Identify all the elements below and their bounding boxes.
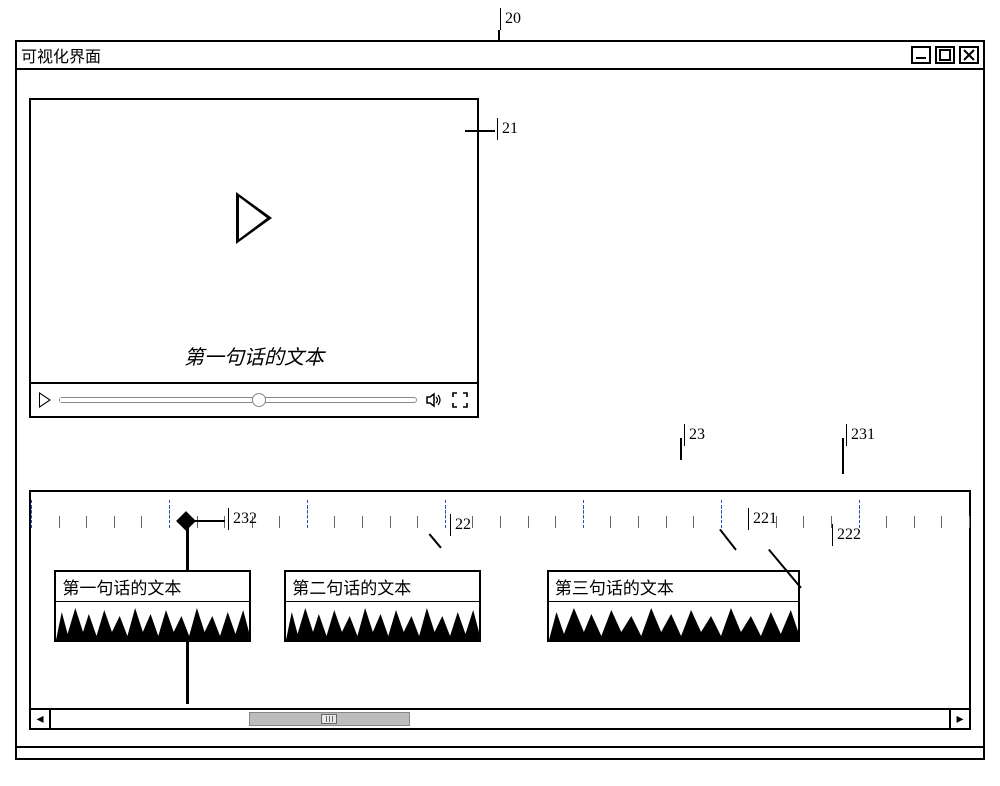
scroll-left-button[interactable]: ◂ bbox=[31, 710, 51, 728]
callout-20-lead bbox=[498, 30, 500, 40]
status-bar bbox=[17, 746, 983, 758]
app-window: 可视化界面 第一句话的文本 bbox=[15, 40, 985, 760]
callout-22: 22 bbox=[450, 514, 471, 536]
ruler-major-tick bbox=[307, 500, 308, 528]
ruler-major-tick bbox=[445, 500, 446, 528]
callout-231-lead bbox=[842, 438, 844, 474]
clip[interactable]: 第一句话的文本 bbox=[54, 570, 251, 642]
callout-232-lead bbox=[185, 520, 225, 522]
seek-thumb[interactable] bbox=[252, 393, 266, 407]
scroll-track[interactable] bbox=[51, 710, 949, 728]
callout-21-lead bbox=[465, 130, 495, 132]
callout-222: 222 bbox=[832, 524, 861, 546]
ruler-major-tick bbox=[31, 500, 32, 528]
window-controls bbox=[911, 46, 979, 64]
scroll-thumb[interactable] bbox=[249, 712, 411, 726]
ruler-tick bbox=[59, 516, 60, 528]
ruler-tick bbox=[500, 516, 501, 528]
ruler-tick bbox=[334, 516, 335, 528]
waveform bbox=[56, 602, 249, 640]
window-title: 可视化界面 bbox=[21, 43, 911, 67]
ruler-tick bbox=[914, 516, 915, 528]
play-icon[interactable] bbox=[236, 192, 272, 244]
ruler-tick bbox=[279, 516, 280, 528]
callout-21: 21 bbox=[497, 118, 518, 140]
ruler-tick bbox=[886, 516, 887, 528]
ruler-tick bbox=[141, 516, 142, 528]
ruler-tick bbox=[224, 516, 225, 528]
time-ruler[interactable] bbox=[31, 492, 969, 528]
callout-23-lead bbox=[680, 438, 682, 460]
waveform bbox=[549, 602, 798, 640]
timeline-panel: 第一句话的文本 第二句话的文本 第三句话的文本 ◂ ▸ bbox=[29, 490, 971, 730]
subtitle-overlay: 第一句话的文本 bbox=[31, 341, 477, 370]
horizontal-scrollbar: ◂ ▸ bbox=[31, 708, 969, 728]
volume-icon[interactable] bbox=[425, 391, 443, 409]
track-area: 第一句话的文本 第二句话的文本 第三句话的文本 bbox=[31, 528, 969, 704]
ruler-tick bbox=[803, 516, 804, 528]
content-area: 第一句话的文本 第一句话的文本 bbox=[17, 70, 983, 758]
ruler-tick bbox=[666, 516, 667, 528]
callout-232: 232 bbox=[228, 508, 257, 530]
ruler-tick bbox=[362, 516, 363, 528]
seek-bar[interactable] bbox=[59, 397, 417, 403]
callout-20: 20 bbox=[500, 8, 521, 30]
ruler-tick bbox=[86, 516, 87, 528]
scroll-grip-icon bbox=[321, 714, 337, 724]
ruler-tick bbox=[610, 516, 611, 528]
ruler-tick bbox=[114, 516, 115, 528]
seek-progress bbox=[60, 398, 259, 402]
scroll-right-button[interactable]: ▸ bbox=[949, 710, 969, 728]
clip[interactable]: 第三句话的文本 bbox=[547, 570, 800, 642]
clip-label: 第三句话的文本 bbox=[549, 572, 798, 602]
callout-231: 231 bbox=[846, 424, 875, 446]
waveform bbox=[286, 602, 479, 640]
ruler-major-tick bbox=[169, 500, 170, 528]
ruler-major-tick bbox=[721, 500, 722, 528]
ruler-major-tick bbox=[583, 500, 584, 528]
minimize-button[interactable] bbox=[911, 46, 931, 64]
player-controls bbox=[31, 384, 477, 416]
callout-221: 221 bbox=[748, 508, 777, 530]
ruler-tick bbox=[941, 516, 942, 528]
ruler-tick bbox=[472, 516, 473, 528]
titlebar: 可视化界面 bbox=[17, 42, 983, 70]
video-player: 第一句话的文本 bbox=[29, 98, 479, 418]
maximize-button[interactable] bbox=[935, 46, 955, 64]
ruler-tick bbox=[197, 516, 198, 528]
clip-label: 第二句话的文本 bbox=[286, 572, 479, 602]
video-canvas[interactable]: 第一句话的文本 bbox=[31, 100, 477, 384]
ruler-tick bbox=[693, 516, 694, 528]
ruler-tick bbox=[555, 516, 556, 528]
fullscreen-icon[interactable] bbox=[451, 391, 469, 409]
ruler-tick bbox=[969, 516, 970, 528]
close-button[interactable] bbox=[959, 46, 979, 64]
ruler-tick bbox=[417, 516, 418, 528]
ruler-tick bbox=[638, 516, 639, 528]
callout-23: 23 bbox=[684, 424, 705, 446]
ruler-tick bbox=[528, 516, 529, 528]
clip-label: 第一句话的文本 bbox=[56, 572, 249, 602]
clip[interactable]: 第二句话的文本 bbox=[284, 570, 481, 642]
ruler-tick bbox=[390, 516, 391, 528]
play-button[interactable] bbox=[39, 392, 51, 408]
